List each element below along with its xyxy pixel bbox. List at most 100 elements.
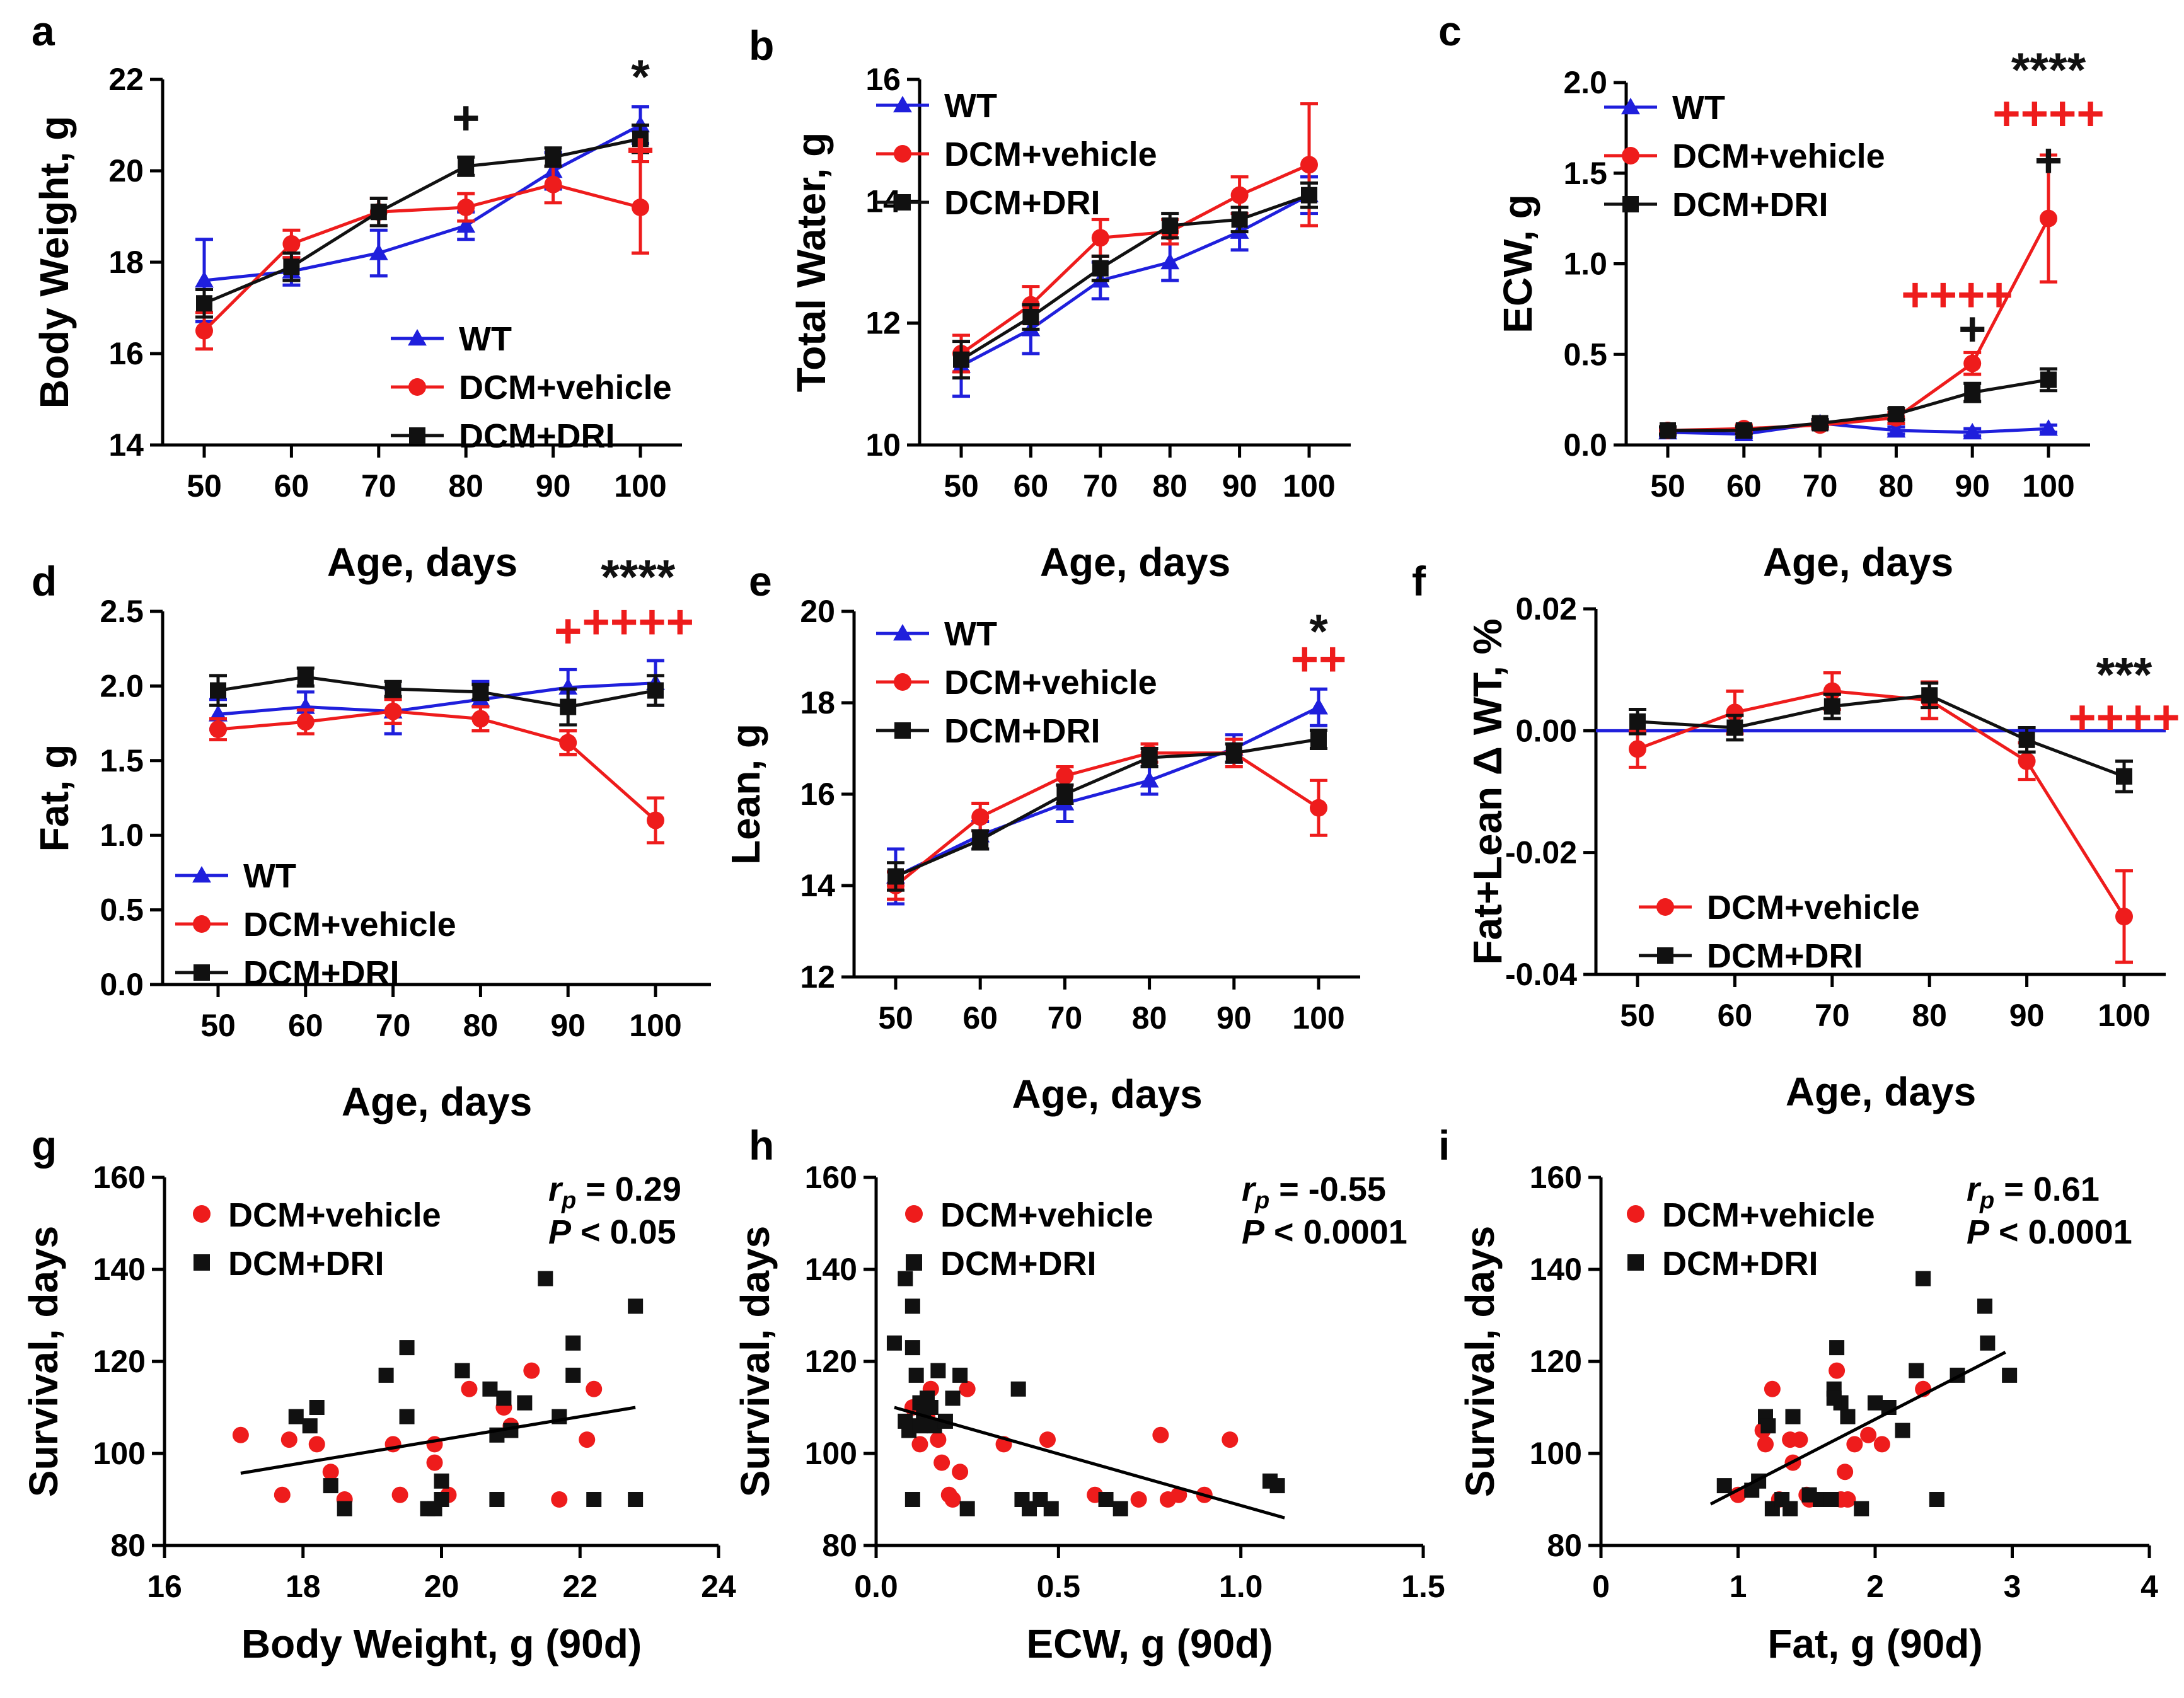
panel-g-ytick-label: 120 bbox=[93, 1344, 146, 1379]
panel-i-vehicle-point bbox=[1791, 1431, 1808, 1448]
panel-f-vehicle-line bbox=[1637, 689, 2126, 918]
panel-h-vehicle-point bbox=[933, 1454, 950, 1471]
panel-a-vehicle-point bbox=[457, 199, 475, 216]
panel-d-xtick-label: 80 bbox=[463, 1008, 499, 1043]
panel-b-dri-line bbox=[960, 193, 1310, 361]
panel-a-significance-mark: + bbox=[452, 91, 480, 145]
panel-g-fit-line bbox=[240, 1406, 636, 1475]
panel-h-dri-point bbox=[920, 1390, 935, 1406]
panel-a-dri-point bbox=[283, 258, 300, 275]
panel-c-significance-mark: **** bbox=[2011, 43, 2086, 97]
panel-f-vehicle-point bbox=[2115, 908, 2133, 926]
panel-i-x-title: Fat, g (90d) bbox=[1767, 1621, 1982, 1666]
panel-d-legend-wt-label: WT bbox=[243, 857, 296, 895]
panel-g-xtick-label: 24 bbox=[701, 1569, 736, 1604]
panel-a-wt-point bbox=[369, 243, 388, 260]
panel-d-legend-vehicle-swatch bbox=[193, 915, 211, 933]
panel-c-legend-dri-swatch bbox=[1622, 196, 1639, 212]
panel-i-vehicle-point bbox=[1846, 1436, 1863, 1453]
panel-c-ytick-label: 1.5 bbox=[1563, 156, 1607, 191]
panel-i-ytick-label: 100 bbox=[1530, 1436, 1582, 1471]
panel-h-vehicle-point bbox=[1039, 1431, 1056, 1448]
panel-i-dri-point bbox=[1980, 1335, 1996, 1351]
panel-c-ytick-label: 1.0 bbox=[1563, 246, 1607, 282]
panel-i-legend-vehicle-label: DCM+vehicle bbox=[1662, 1196, 1875, 1234]
panel-i-xtick-label: 0 bbox=[1592, 1569, 1610, 1604]
panel-g-dri-point bbox=[565, 1367, 581, 1383]
panel-a-xtick-label: 80 bbox=[448, 468, 483, 504]
panel-e-significance-mark: * bbox=[1309, 605, 1328, 659]
panel-g-dri-point bbox=[434, 1473, 449, 1489]
panel-g-dri-point bbox=[489, 1492, 505, 1507]
panel-h-legend-vehicle-swatch bbox=[905, 1205, 923, 1223]
panel-c-dri-point bbox=[1735, 422, 1752, 439]
panel-a-xtick-label: 60 bbox=[274, 468, 309, 504]
panel-b-ytick-label: 12 bbox=[865, 306, 901, 341]
panel-i-y-title: Survival, days bbox=[1457, 1226, 1503, 1497]
panel-c-y-title: ECW, g bbox=[1495, 194, 1540, 333]
panel-a-significance-mark: + bbox=[627, 124, 654, 177]
panel-g-vehicle-point bbox=[308, 1436, 325, 1453]
panel-h-dri-point bbox=[1112, 1501, 1128, 1516]
panel-a-significance-mark: * bbox=[631, 50, 650, 104]
panel-g-ytick-label: 80 bbox=[110, 1528, 146, 1563]
panel-g-vehicle-point bbox=[391, 1486, 408, 1503]
panel-b-legend-wt-label: WT bbox=[944, 87, 997, 125]
panel-d-dri-point bbox=[472, 683, 489, 700]
panel-g-dri-point bbox=[399, 1340, 415, 1356]
panel-d-dri-point bbox=[384, 681, 402, 698]
panel-c-legend-vehicle-label: DCM+vehicle bbox=[1672, 137, 1885, 175]
panel-f-significance-mark: *** bbox=[2096, 649, 2152, 702]
panel-d-dri-point bbox=[210, 682, 226, 699]
panel-d-dri-point bbox=[560, 698, 577, 715]
panel-h-dri-point bbox=[904, 1492, 920, 1507]
panel-e-dri-line bbox=[895, 737, 1319, 878]
panel-b-letter: b bbox=[749, 22, 774, 69]
panel-a-ytick-label: 16 bbox=[108, 336, 144, 371]
panel-g-vehicle-point bbox=[280, 1431, 298, 1448]
panel-d-wt-line bbox=[217, 681, 656, 716]
panel-b-ytick-label: 16 bbox=[865, 62, 901, 97]
panel-i-ytick-label: 80 bbox=[1547, 1528, 1582, 1563]
panel-e-dri-point bbox=[887, 868, 904, 885]
panel-d-vehicle-point bbox=[471, 710, 490, 728]
panel-h-x-title: ECW, g (90d) bbox=[1026, 1621, 1273, 1666]
panel-a-dri-point bbox=[458, 158, 475, 175]
panel-e-legend-vehicle-label: DCM+vehicle bbox=[944, 664, 1157, 702]
panel-a-vehicle-point bbox=[544, 175, 562, 193]
panel-h-fit-line bbox=[894, 1406, 1285, 1520]
panel-h-legend-dri-label: DCM+DRI bbox=[940, 1245, 1097, 1283]
panel-d-ytick-label: 1.5 bbox=[100, 743, 144, 778]
panel-d-xtick-label: 90 bbox=[550, 1008, 586, 1043]
panel-g-xtick-label: 22 bbox=[562, 1569, 598, 1604]
panel-a-dri-point bbox=[196, 295, 212, 312]
panel-e-dri-point bbox=[1225, 744, 1242, 761]
panel-d-ytick-label: 0.0 bbox=[100, 967, 144, 1002]
panel-e-letter: e bbox=[749, 558, 772, 604]
panel-g-vehicle-point bbox=[461, 1380, 478, 1397]
panel-c-legend-wt-label: WT bbox=[1672, 89, 1725, 127]
panel-g-xtick-label: 16 bbox=[147, 1569, 182, 1604]
panel-a-y-title: Body Weight, g bbox=[32, 116, 77, 409]
panel-i-xtick-label: 2 bbox=[1866, 1569, 1884, 1604]
panel-c-dri-point bbox=[1964, 384, 1981, 401]
panel-i-dri-point bbox=[1716, 1478, 1732, 1494]
panel-e-wt-point bbox=[1140, 771, 1159, 788]
panel-e-xtick-label: 100 bbox=[1292, 1000, 1344, 1036]
panel-g-p-value: P < 0.05 bbox=[548, 1213, 676, 1251]
panel-g-dri-point bbox=[565, 1335, 581, 1351]
panel-i-vehicle-point bbox=[1829, 1362, 1846, 1379]
panel-b-legend-wt-swatch bbox=[893, 96, 912, 113]
panel-d-ytick-label: 2.0 bbox=[100, 668, 144, 703]
panel-d-ytick-label: 0.5 bbox=[100, 892, 144, 928]
panel-b-dri-point bbox=[1022, 309, 1039, 325]
panel-e-xtick-label: 70 bbox=[1048, 1000, 1083, 1036]
panel-h-dri-point bbox=[898, 1271, 913, 1286]
panel-e-wt-line bbox=[894, 706, 1320, 878]
panel-f-dri-point bbox=[1726, 719, 1743, 736]
panel-d-ytick-label: 1.0 bbox=[100, 817, 144, 853]
panel-b-xtick-label: 60 bbox=[1014, 468, 1049, 504]
panel-g-dri-point bbox=[628, 1492, 644, 1507]
panel-i-vehicle-point bbox=[1764, 1380, 1781, 1397]
